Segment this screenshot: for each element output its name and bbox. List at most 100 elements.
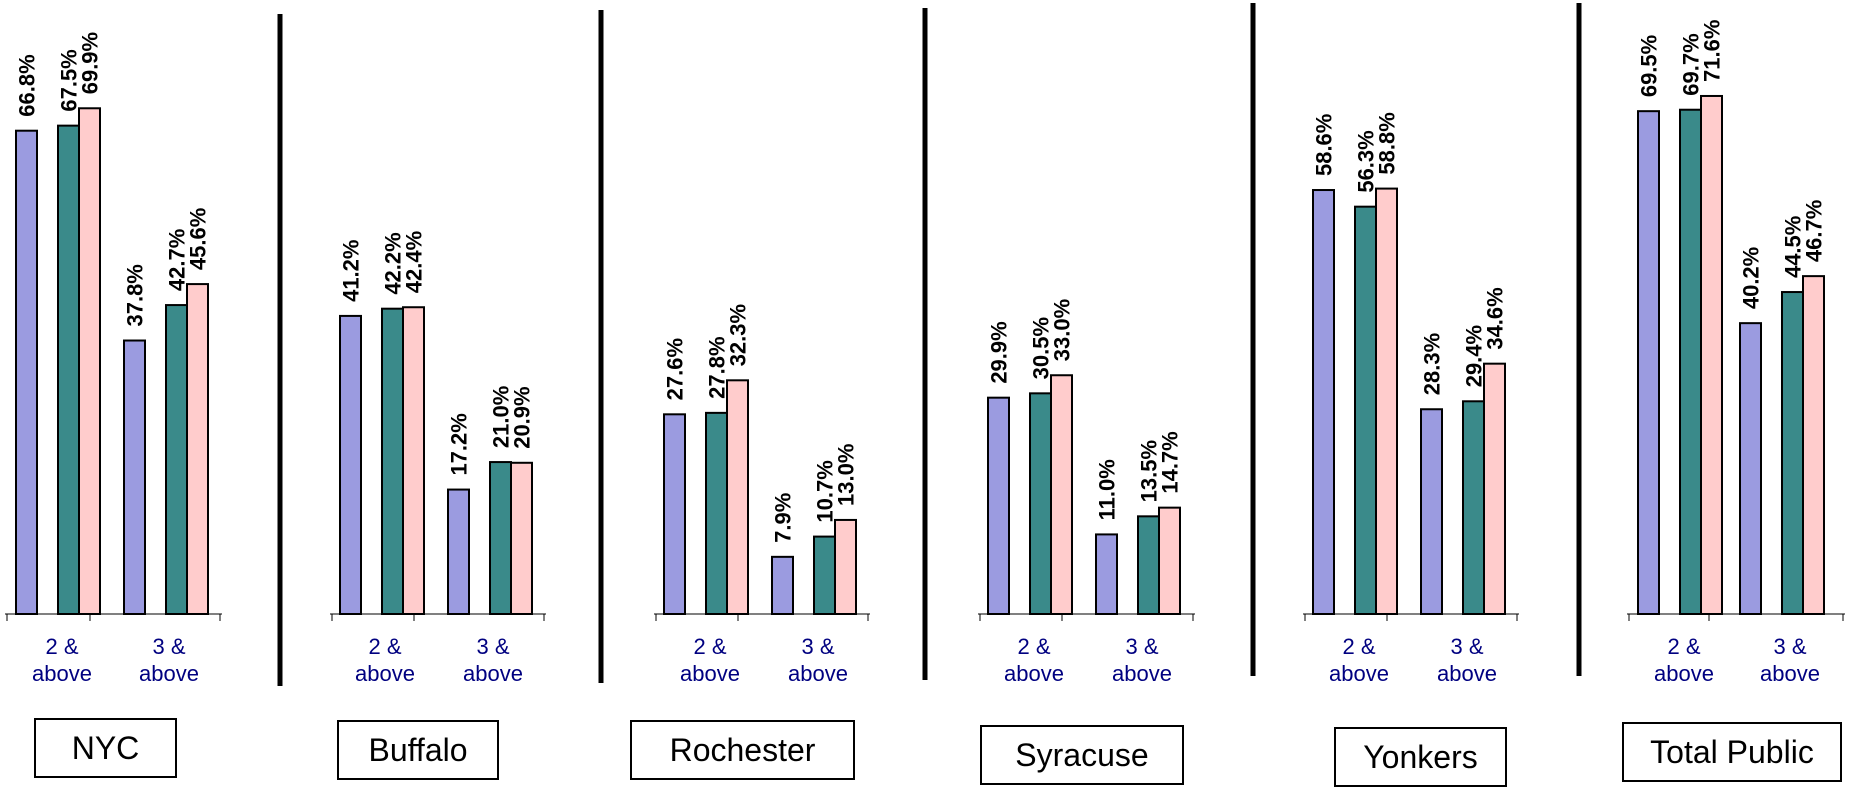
data-label: 34.6% xyxy=(1483,287,1508,349)
data-label: 20.9% xyxy=(510,386,535,448)
data-label: 42.2% xyxy=(381,232,406,294)
data-label: 71.6% xyxy=(1700,20,1725,82)
bar xyxy=(705,411,728,615)
x-tick-label: above xyxy=(1760,661,1820,686)
bar xyxy=(1137,515,1160,616)
bar xyxy=(813,535,836,616)
bar xyxy=(1637,110,1660,615)
bar xyxy=(834,518,857,616)
bar xyxy=(78,107,101,615)
x-tick-label: above xyxy=(788,661,848,686)
data-label: 30.5% xyxy=(1029,317,1054,379)
data-label: 67.5% xyxy=(57,49,82,111)
x-tick-label: 2 & xyxy=(1342,634,1375,659)
bar xyxy=(1739,322,1762,615)
data-label: 29.4% xyxy=(1462,325,1487,387)
bar xyxy=(186,283,209,615)
data-label: 42.4% xyxy=(402,231,427,293)
data-label: 27.8% xyxy=(705,336,730,398)
x-tick-label: above xyxy=(463,661,523,686)
x-tick-label: above xyxy=(139,661,199,686)
bar xyxy=(1420,408,1443,616)
data-label: 37.8% xyxy=(123,264,148,326)
bar xyxy=(1802,275,1825,615)
bar xyxy=(1095,533,1118,615)
data-label: 66.8% xyxy=(15,54,40,116)
panel-title: Total Public xyxy=(1622,722,1842,782)
x-tick-label: above xyxy=(1329,661,1389,686)
data-label: 10.7% xyxy=(813,460,838,522)
data-label: 56.3% xyxy=(1354,130,1379,192)
bar xyxy=(1781,291,1804,615)
data-label: 33.0% xyxy=(1050,299,1075,361)
bar xyxy=(447,488,470,616)
bar xyxy=(1375,187,1398,615)
data-label: 58.8% xyxy=(1375,112,1400,174)
x-tick-label: 3 & xyxy=(1450,634,1483,659)
x-tick-label: 2 & xyxy=(45,634,78,659)
bar xyxy=(1483,362,1506,615)
bar xyxy=(1312,189,1335,616)
x-tick-label: 2 & xyxy=(1667,634,1700,659)
data-label: 44.5% xyxy=(1781,216,1806,278)
bar xyxy=(1050,374,1073,615)
x-tick-label: above xyxy=(32,661,92,686)
bar xyxy=(510,461,533,616)
data-label: 42.7% xyxy=(165,229,190,291)
x-tick-label: above xyxy=(680,661,740,686)
bar xyxy=(663,413,686,615)
data-label: 13.0% xyxy=(834,444,859,506)
data-label: 40.2% xyxy=(1739,247,1764,309)
x-tick-label: above xyxy=(355,661,415,686)
panel-title: Syracuse xyxy=(980,725,1184,785)
data-label: 69.9% xyxy=(78,32,103,94)
panel-title: Buffalo xyxy=(337,720,499,780)
panel-title: NYC xyxy=(34,718,177,778)
bar xyxy=(1462,400,1485,615)
bar xyxy=(381,307,404,615)
data-label: 46.7% xyxy=(1802,200,1827,262)
data-label: 29.9% xyxy=(987,321,1012,383)
data-label: 69.5% xyxy=(1637,35,1662,97)
data-label: 69.7% xyxy=(1679,33,1704,95)
bar xyxy=(165,304,188,615)
data-label: 11.0% xyxy=(1095,459,1120,520)
x-tick-label: above xyxy=(1654,661,1714,686)
bar xyxy=(15,129,38,615)
data-label: 21.0% xyxy=(489,386,514,448)
data-label: 45.6% xyxy=(186,208,211,270)
x-tick-label: 3 & xyxy=(801,634,834,659)
bar xyxy=(123,339,146,615)
bar xyxy=(1679,108,1702,616)
bar xyxy=(987,396,1010,615)
bar xyxy=(57,124,80,615)
bar xyxy=(489,461,512,615)
data-label: 32.3% xyxy=(726,304,751,366)
bar xyxy=(339,314,362,615)
x-tick-label: 3 & xyxy=(476,634,509,659)
bar xyxy=(402,306,425,615)
data-label: 41.2% xyxy=(339,240,364,302)
x-tick-label: 3 & xyxy=(1773,634,1806,659)
data-label: 17.2% xyxy=(447,413,472,475)
x-tick-label: 3 & xyxy=(1125,634,1158,659)
x-tick-label: above xyxy=(1437,661,1497,686)
x-tick-label: above xyxy=(1112,661,1172,686)
bar xyxy=(1158,506,1181,616)
bar xyxy=(1700,94,1723,615)
bar xyxy=(1354,205,1377,615)
x-tick-label: above xyxy=(1004,661,1064,686)
x-tick-label: 2 & xyxy=(1017,634,1050,659)
bar xyxy=(726,379,749,616)
panel-title: Rochester xyxy=(630,720,855,780)
data-label: 28.3% xyxy=(1420,333,1445,395)
data-label: 13.5% xyxy=(1137,440,1162,502)
x-tick-label: 3 & xyxy=(152,634,185,659)
data-label: 14.7% xyxy=(1158,431,1183,493)
bar xyxy=(771,555,794,616)
bar xyxy=(1029,392,1052,615)
panel-title: Yonkers xyxy=(1334,727,1507,787)
x-tick-label: 2 & xyxy=(368,634,401,659)
data-label: 7.9% xyxy=(771,493,796,543)
